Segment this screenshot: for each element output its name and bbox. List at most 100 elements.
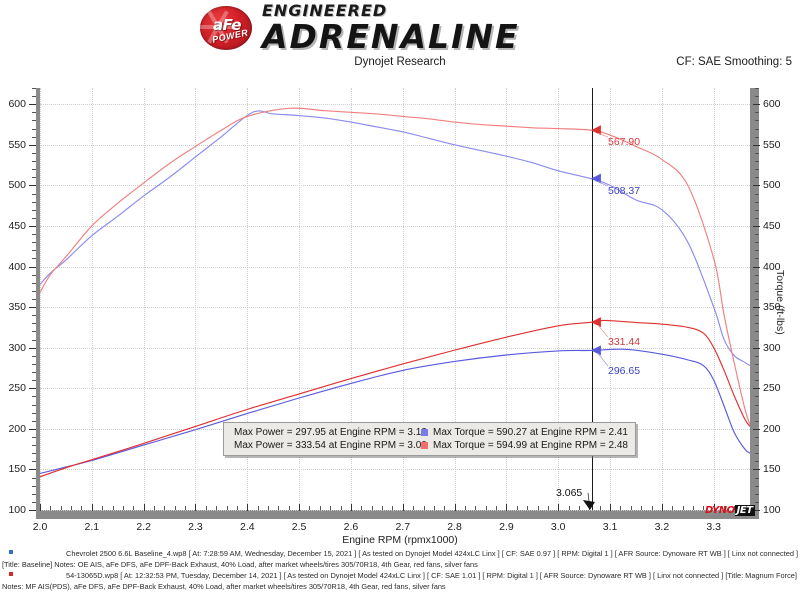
y-tick-minor-right [755,112,759,114]
y-tick-left [29,469,36,471]
y-tick-left [29,347,36,349]
x-tick-minor [630,506,632,510]
y-tick-right [753,266,760,268]
x-tick-minor [133,506,135,510]
x-tick-minor [257,506,259,510]
x-tick [610,504,612,511]
y-tick-label-right: 250 [763,382,781,395]
y-tick-minor-left [32,323,36,325]
y-tick-minor-left [32,177,36,179]
y-tick-right [753,347,760,349]
x-tick-minor [485,506,487,510]
x-tick-minor [724,506,726,510]
x-tick-minor [71,506,73,510]
x-tick [661,504,663,511]
annotation-power-blue: 296.65 [608,365,641,377]
x-tick [247,504,249,511]
y-tick-right [753,185,760,187]
correction-factor-note: CF: SAE Smoothing: 5 [676,56,792,68]
x-tick-minor [382,506,384,510]
run-entry-line1: Chevrolet 2500 6.6L Baseline_4.wp8 [ At:… [66,549,799,558]
run-entry-line2: [Title: Baseline] Notes: OE AIS, aFe DFS… [2,560,478,569]
x-tick-minor [361,506,363,510]
x-tick-minor [392,506,394,510]
y-tick-minor-left [32,363,36,365]
legend-label-mf-torque: Max Torque = 594.99 at Engine RPM = 2.48 [433,440,628,451]
y-axis-right-spine [750,88,759,510]
grid-line-vertical [713,88,715,510]
legend-row: Max Power = 333.54 at Engine RPM = 3.09 … [229,439,628,452]
grid-line-horizontal [40,388,750,390]
x-tick-minor [50,506,52,510]
x-tick-label: 2.5 [291,521,307,533]
run-entry-line2: Notes: MF AIS(PDS), aFe DFS, aFe DPF-Bac… [2,582,446,591]
y-tick-minor-right [755,299,759,300]
y-tick-label-right: 300 [763,341,781,354]
x-tick-minor [496,506,498,510]
annotation-torque-red: 567.90 [608,136,641,148]
x-tick-minor [205,506,207,510]
dynojet-logo-part2: JET [734,504,755,516]
y-tick-minor-right [755,152,759,154]
grid-line-horizontal [40,144,750,146]
grid-line-vertical [558,88,560,510]
x-tick-minor [599,506,601,510]
legend-label-baseline-power: Max Power = 297.95 at Engine RPM = 3.13 [234,427,427,438]
y-tick-minor-right [755,258,759,260]
x-tick [350,504,352,511]
x-tick-minor [340,506,342,510]
annotation-power-red: 331.44 [608,336,641,348]
brand-line-1: ENGINEERED [262,1,388,20]
legend-swatch-mf-torque [421,442,428,449]
y-tick-minor-left [32,120,36,122]
grid-line-vertical [350,88,352,510]
y-tick-minor-right [755,282,759,284]
run-entry: Chevrolet 2500 6.6L Baseline_4.wp8 [ At:… [0,548,800,570]
y-tick-minor-left [32,380,36,382]
y-tick-label-right: 150 [763,463,781,476]
y-tick-minor-left [32,355,36,357]
y-tick-minor-right [755,323,759,325]
y-tick-minor-left [32,161,36,163]
y-tick-label-left: 600 [8,98,26,111]
curve-magnum-force-torque-ft-lbs [40,107,750,425]
brand-lockup: aFe POWER ENGINEERED ADRENALINE [196,1,520,56]
y-tick-minor-left [32,209,36,211]
y-tick-minor-right [755,290,759,292]
grid-line-horizontal [40,185,750,187]
x-tick-minor [226,506,228,510]
cursor-vertical-line[interactable] [591,88,593,510]
y-tick-minor-right [755,201,759,203]
x-tick-label: 2.0 [32,521,48,533]
x-tick-minor [288,506,290,510]
y-tick-minor-left [32,445,36,447]
y-tick-minor-left [32,217,36,219]
y-tick-right [753,104,760,106]
x-tick-minor [568,506,570,510]
x-tick [506,504,508,511]
y-tick-label-right: 400 [763,260,781,273]
y-tick-minor-left [32,234,36,236]
run-color-swatch [9,550,13,554]
y-tick-left [29,104,36,106]
chart-subtitle: Dynojet Research [354,56,446,68]
brand-line-2: ADRENALINE [262,17,520,56]
y-tick-label-right: 450 [763,219,781,232]
y-tick-minor-left [32,290,36,292]
x-tick-minor [641,506,643,510]
y-tick-minor-right [755,274,759,276]
grid-line-vertical [195,88,197,510]
x-tick [40,504,41,511]
legend-label-baseline-torque: Max Torque = 590.27 at Engine RPM = 2.41 [433,427,628,438]
y-tick-minor-right [755,136,759,138]
y-tick-minor-left [32,501,36,503]
x-tick-minor [185,506,187,510]
afe-power-logo-icon: aFe POWER [196,5,258,51]
y-tick-right [753,144,760,146]
x-tick-minor [547,506,549,510]
y-tick-right [753,510,760,511]
x-tick [713,504,715,511]
y-tick-minor-left [32,201,36,203]
y-tick-minor-left [32,193,36,195]
y-tick-minor-right [755,493,759,495]
